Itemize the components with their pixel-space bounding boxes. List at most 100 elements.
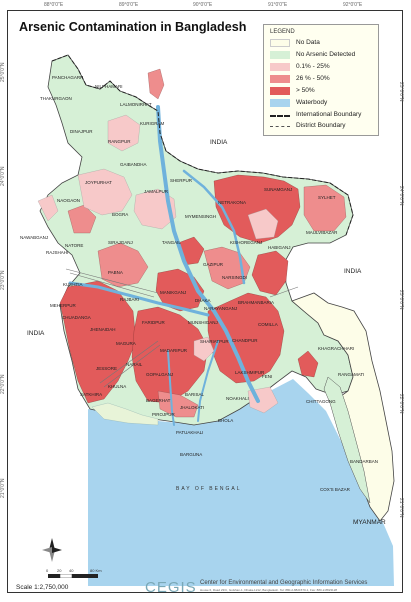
district-label: SHERPUR [170, 178, 193, 183]
district-label: KISHOREGANJ [230, 240, 263, 245]
legend-title: LEGEND [270, 29, 295, 35]
organization-address: House 6, Road 23/C, Gulshan-1, Dhaka-121… [200, 588, 338, 592]
legend-item: District Boundary [270, 122, 378, 131]
scale-tick: 40 [69, 568, 74, 573]
lat-tick: 23°0'0"N [0, 270, 6, 290]
district-label: DHAKA [195, 298, 211, 303]
scale-text: Scale 1:2,750,000 [16, 584, 69, 591]
district-label: NAOGAON [57, 198, 81, 203]
medium-contamination-zones [67, 68, 347, 418]
district-label: NETRAKONA [218, 200, 247, 205]
district-label: BOGRA [112, 212, 129, 217]
district-label: JESSORE [96, 366, 118, 371]
district-label: JOYPURHAT [85, 180, 112, 185]
country-label: INDIA [344, 268, 362, 275]
legend: LEGEND No Data No Arsenic Detected 0.1% … [263, 24, 379, 136]
district-label: TANGAIL [162, 240, 181, 245]
district-label: NARAYANGANJ [204, 306, 238, 311]
legend-line [270, 126, 290, 127]
district-label: NARSINGDI [222, 275, 248, 280]
legend-swatch [270, 75, 290, 83]
district-label: NATORE [65, 243, 84, 248]
district-label: NAWABGANJ [20, 235, 49, 240]
district-label: NILPHAMARI [95, 84, 123, 89]
district-label: FARIDPUR [142, 320, 165, 325]
country-label: INDIA [27, 330, 45, 337]
district-label: NARAIL [126, 362, 143, 367]
high-contamination-zones [59, 174, 319, 404]
chittagong-coast [323, 376, 371, 504]
district-label: LAKSHMIPUR [235, 370, 265, 375]
lon-tick: 92°0'0"E [343, 2, 363, 8]
district-label: JHALOKATI [180, 405, 205, 410]
district-label: SHARIATPUR [200, 339, 229, 344]
district-label: FENI [262, 374, 273, 379]
scale-tick: 0 [46, 568, 49, 573]
district-label: NOAKHALI [226, 396, 249, 401]
organization-name: Center for Environmental and Geographic … [200, 580, 368, 586]
district-label: BARGUNA [180, 452, 203, 457]
legend-swatch [270, 87, 290, 95]
district-label: MYMENSINGH [185, 214, 217, 219]
scale-tick: 80 Km [90, 568, 102, 573]
legend-item: No Arsenic Detected [270, 51, 378, 60]
lat-tick: 21°0'0"N [0, 478, 6, 498]
district-label: MUNSHIGANJ [188, 320, 218, 325]
district-label: RANGPUR [108, 139, 131, 144]
lat-tick: 25°0'0"N [0, 62, 6, 82]
district-label: GAIBANDHA [120, 162, 147, 167]
legend-label: No Arsenic Detected [296, 51, 356, 58]
scale-tick: 20 [57, 568, 62, 573]
legend-line [270, 115, 290, 117]
lon-tick: 91°0'0"E [268, 2, 288, 8]
lat-tick: 22°0'0"N [0, 374, 6, 394]
district-label: BRAHMANBARIA [238, 300, 275, 305]
scale-bar [48, 574, 98, 578]
district-label: KHULNA [108, 384, 127, 389]
map-title: Arsenic Contamination in Bangladesh [19, 20, 247, 34]
rivers [68, 105, 260, 426]
legend-swatch [270, 63, 290, 71]
district-label: RAJSHAHI [46, 250, 69, 255]
legend-item: > 50% [270, 87, 378, 96]
district-label: MANIKGANJ [160, 290, 187, 295]
district-label: BAGERHAT [146, 398, 171, 403]
legend-label: > 50% [296, 87, 315, 94]
sea-label: BAY OF BENGAL [176, 486, 242, 492]
country-label: INDIA [210, 139, 228, 146]
bay-of-bengal [88, 379, 394, 586]
bangladesh-map [37, 54, 395, 586]
district-label: COX'S BAZAR [320, 487, 350, 492]
legend-item: 0.1% - 25% [270, 63, 378, 72]
district-label: THAKURGAON [40, 96, 72, 101]
district-label: CHANDPUR [232, 338, 258, 343]
legend-swatch [270, 39, 290, 47]
district-label: BARISAL [185, 392, 205, 397]
district-label: KHAGRACHHARI [318, 346, 355, 351]
district-label: DINAJPUR [70, 129, 93, 134]
district-label: PABNA [108, 270, 123, 275]
legend-item: Waterbody [270, 99, 378, 108]
district-label: PANCHAGARH [52, 75, 84, 80]
legend-label: 0.1% - 25% [296, 63, 330, 70]
district-label: HABIGANJ [268, 245, 291, 250]
district-label: MEHERPUR [50, 303, 76, 308]
legend-label: Waterbody [296, 99, 328, 106]
district-label: SUNAMGANJ [264, 187, 293, 192]
legend-label: District Boundary [296, 122, 346, 129]
legend-label: No Data [296, 39, 320, 46]
sundarbans [91, 402, 159, 426]
district-label: RANGAMATI [338, 372, 365, 377]
district-label: JHENAIDAH [90, 327, 116, 332]
district-label: CHITTAGONG [306, 399, 336, 404]
lon-tick: 89°0'0"E [119, 2, 139, 8]
district-label: KUSHTIA [63, 282, 83, 287]
district-label: JAMALPUR [144, 189, 169, 194]
district-label: MADARIPUR [160, 348, 188, 353]
district-label: RAJBARI [120, 297, 140, 302]
district-label: MAULVIBAZAR [306, 230, 338, 235]
district-label: BANDARBAN [350, 459, 379, 464]
legend-item: International Boundary [270, 111, 378, 120]
country-label: MYANMAR [353, 519, 386, 526]
